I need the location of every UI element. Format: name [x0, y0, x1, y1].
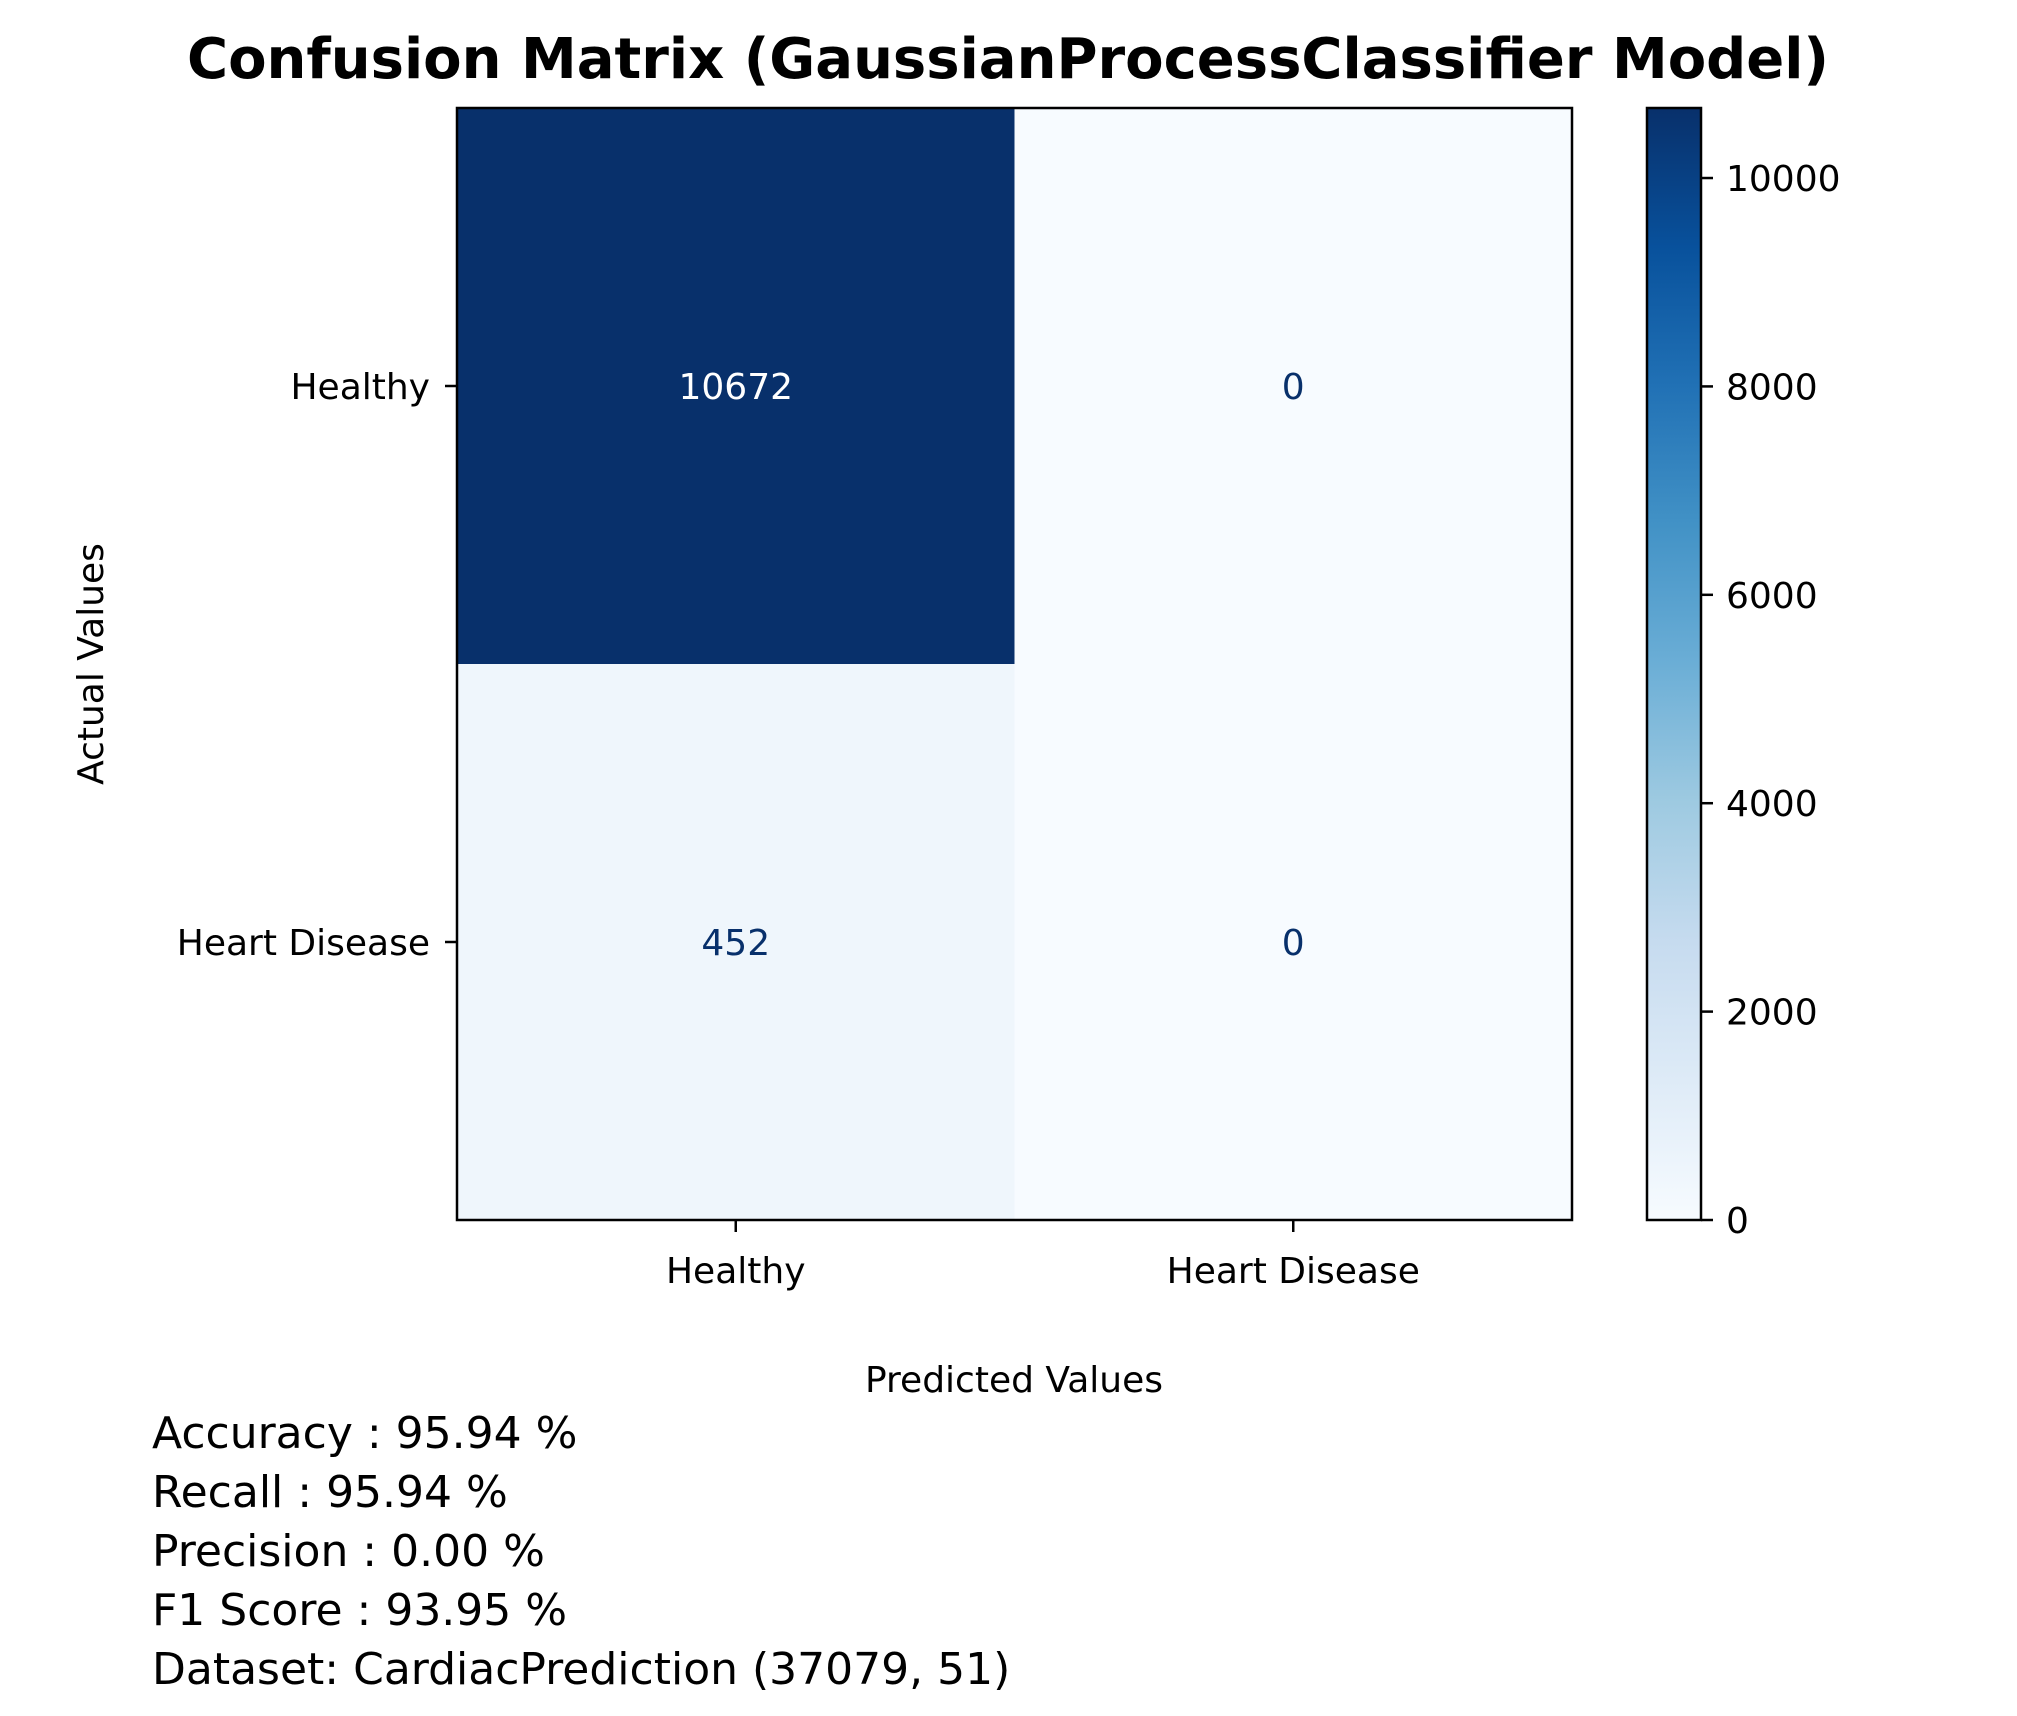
colorbar-tick-label: 6000 — [1726, 576, 1818, 617]
metric-line: Accuracy : 95.94 % — [152, 1408, 577, 1459]
y-tick-label: Heart Disease — [177, 923, 430, 964]
matrix-cell — [1014, 108, 1573, 665]
matrix-cell-value: 452 — [701, 923, 770, 964]
y-axis-label: Actual Values — [71, 543, 112, 785]
metric-line: Precision : 0.00 % — [152, 1526, 545, 1577]
matrix-cell — [457, 664, 1015, 1221]
x-axis-label: Predicted Values — [865, 1360, 1163, 1401]
metric-line: F1 Score : 93.95 % — [152, 1585, 567, 1636]
matrix-cell-value: 0 — [1282, 923, 1305, 964]
matrix-cell-value: 0 — [1282, 367, 1305, 408]
y-tick-label: Healthy — [290, 367, 430, 408]
matrix-cell — [457, 108, 1015, 665]
metrics-block: Accuracy : 95.94 % Recall : 95.94 % Precis… — [152, 1408, 1010, 1695]
plot-frame — [455, 106, 1574, 1222]
metric-line: Recall : 95.94 % — [152, 1467, 508, 1518]
matrix-cells — [457, 108, 1573, 1221]
matrix-cell — [1014, 664, 1573, 1221]
colorbar-ticks: 0 2000 4000 6000 8000 10000 — [1701, 159, 1841, 1242]
x-tick-label: Heart Disease — [1167, 1251, 1420, 1292]
colorbar-tick-label: 2000 — [1726, 993, 1818, 1034]
colorbar-tick-label: 8000 — [1726, 367, 1818, 408]
metric-line: Dataset: CardiacPrediction (37079, 51) — [152, 1644, 1010, 1695]
colorbar-tick-label: 4000 — [1726, 784, 1818, 825]
matrix-cell-value: 10672 — [678, 367, 793, 408]
y-axis-ticks: Healthy Heart Disease — [177, 367, 457, 964]
matrix-cell-labels: 10672 0 452 0 — [678, 367, 1304, 964]
chart-title: Confusion Matrix (GaussianProcessClassif… — [187, 27, 1829, 92]
x-axis-ticks: Healthy Heart Disease — [666, 1220, 1420, 1292]
colorbar-tick-label: 0 — [1726, 1201, 1749, 1242]
colorbar-tick-label: 10000 — [1726, 159, 1841, 200]
colorbar — [1645, 106, 1703, 1222]
x-tick-label: Healthy — [666, 1251, 806, 1292]
